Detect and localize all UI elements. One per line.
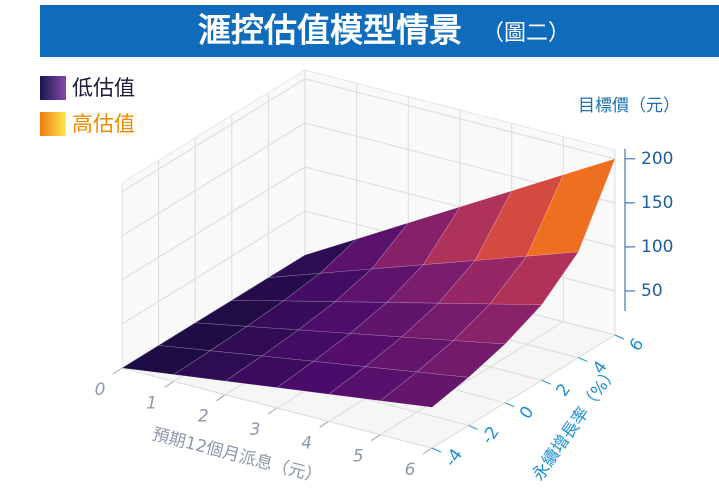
z-tick-label: 150 (641, 193, 673, 213)
chart-subtitle: （圖二） (482, 21, 570, 46)
legend-swatch (40, 112, 66, 136)
x-tick (422, 447, 433, 455)
y-tick (431, 447, 442, 453)
x-tick-label: 4 (301, 433, 312, 453)
legend-label: 高估值 (72, 112, 135, 136)
x-tick (164, 380, 174, 388)
x-tick (216, 394, 226, 402)
x-tick (267, 407, 278, 415)
y-tick-label: -2 (478, 423, 504, 448)
surface-cell (526, 158, 616, 257)
x-tick-label: 5 (353, 447, 364, 467)
x-tick-label: 6 (405, 460, 416, 480)
surface-cell (379, 371, 470, 408)
grid-line (121, 78, 616, 193)
x-tick-label: 2 (198, 407, 209, 427)
title-bar (40, 5, 719, 57)
x-tick-label: 3 (250, 420, 261, 440)
legend-swatch (40, 76, 66, 100)
y-tick-label: 6 (626, 335, 649, 355)
z-axis-label: 目標價（元） (578, 96, 680, 116)
y-tick (541, 379, 552, 385)
grid-line (121, 122, 616, 237)
x-tick (319, 420, 329, 428)
chart-title: 滙控估值模型情景 (198, 11, 462, 50)
x-tick-label: 0 (95, 380, 106, 400)
x-axis-label: 預期12個月派息（元） (150, 424, 324, 487)
x-tick (371, 434, 381, 442)
z-tick-label: 200 (641, 149, 673, 169)
surface (121, 158, 616, 408)
y-tick (578, 357, 588, 363)
y-tick (504, 402, 515, 408)
y-tick (614, 334, 625, 340)
y-tick-label: -4 (441, 445, 467, 470)
x-tick (112, 367, 123, 375)
y-tick-label: 2 (553, 380, 576, 400)
y-tick (468, 424, 478, 430)
z-tick-label: 50 (641, 281, 663, 301)
y-tick-label: 0 (516, 403, 539, 423)
x-tick-label: 1 (146, 393, 157, 413)
z-tick-label: 100 (641, 237, 673, 257)
legend-label: 低估值 (72, 76, 135, 100)
